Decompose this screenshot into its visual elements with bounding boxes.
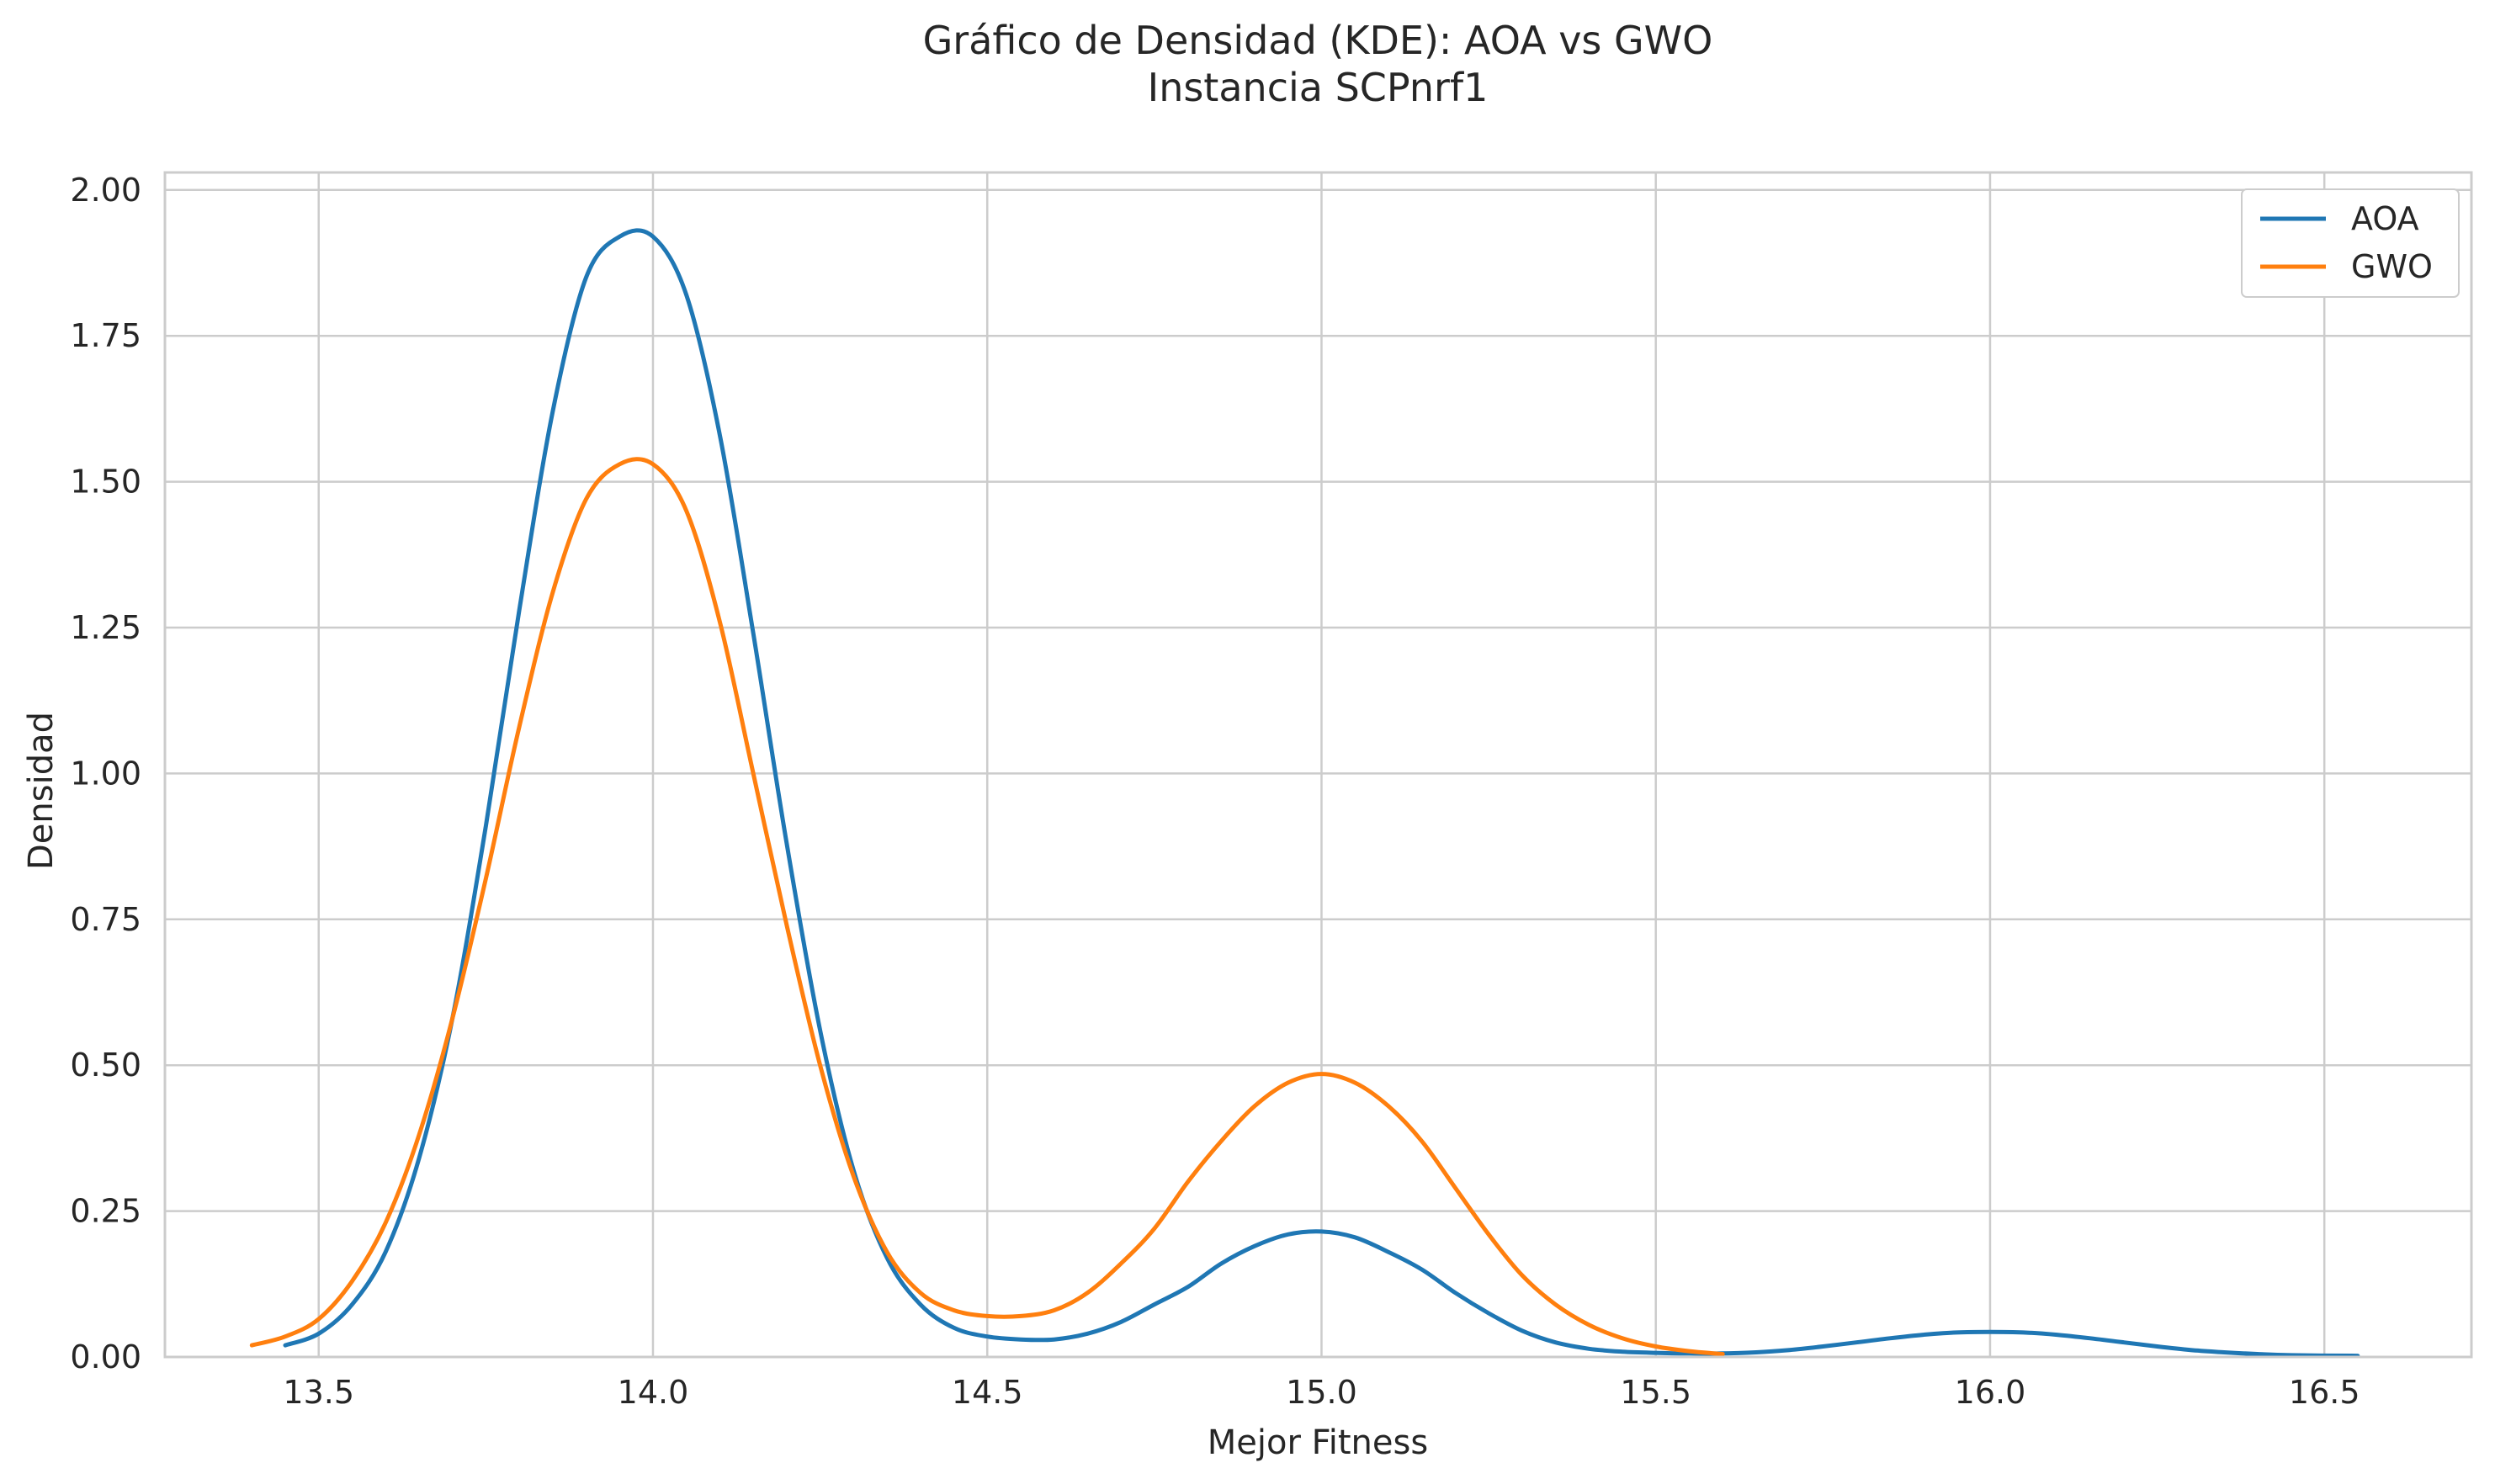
x-tick-label: 14.0 [618,1374,689,1411]
x-tick-label: 14.5 [952,1374,1023,1411]
x-tick-label: 16.0 [1955,1374,2026,1411]
x-tick-label: 13.5 [283,1374,354,1411]
chart-title: Gráfico de Densidad (KDE): AOA vs GWO [923,18,1713,63]
x-axis-label: Mejor Fitness [1208,1423,1428,1462]
x-tick-label: 15.0 [1286,1374,1357,1411]
plot-background [165,172,2471,1357]
legend-label-gwo: GWO [2351,248,2433,285]
y-tick-labels: 0.00 0.25 0.50 0.75 1.00 1.25 1.50 1.75 2.00 [70,172,141,1375]
x-tick-labels: 13.5 14.0 14.5 15.0 15.5 16.0 16.5 [283,1374,2360,1411]
x-tick-label: 16.5 [2289,1374,2360,1411]
x-tick-label: 15.5 [1620,1374,1691,1411]
legend-label-aoa: AOA [2351,200,2419,237]
y-tick-label: 1.50 [70,464,141,501]
y-tick-label: 1.75 [70,317,141,354]
y-axis-label: Densidad [22,712,61,870]
y-tick-label: 1.25 [70,609,141,646]
y-tick-label: 0.25 [70,1193,141,1230]
series-line-aoa [283,228,2360,1359]
y-tick-label: 0.00 [70,1338,141,1375]
y-tick-label: 2.00 [70,172,141,209]
chart-subtitle: Instancia SCPnrf1 [1148,65,1489,110]
series-lines [249,228,2360,1359]
y-tick-label: 1.00 [70,755,141,792]
y-tick-label: 0.50 [70,1047,141,1084]
legend: AOA GWO [2241,188,2460,298]
plot-frame [163,171,2473,1359]
series-line-gwo [249,457,1725,1356]
legend-box [2241,188,2460,298]
y-tick-label: 0.75 [70,901,141,938]
